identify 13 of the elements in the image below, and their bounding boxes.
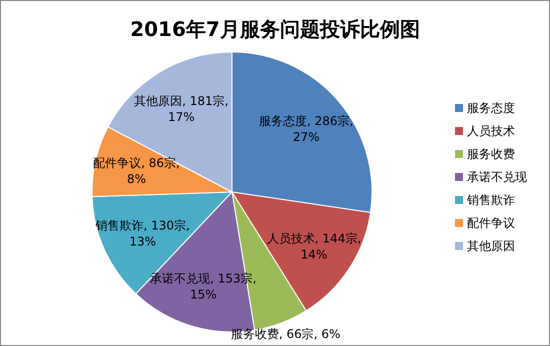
legend-label: 人员技术 [467,124,515,138]
data-label: 服务收费, 66宗, 6% [230,327,340,342]
legend-label: 配件争议 [467,216,515,230]
legend-label: 其他原因 [467,239,515,253]
data-label: 其他原因, 181宗, 17% [134,94,228,124]
legend-label: 服务态度 [467,101,515,115]
legend-label: 服务收费 [467,147,515,161]
legend-label: 销售欺诈 [466,193,515,207]
legend-label: 承诺不兑现 [467,170,527,184]
data-label: 人员技术, 144宗, 14% [266,232,362,262]
chart-title: 2016年7月服务问题投诉比例图 [130,17,420,41]
data-label: 承诺不兑现, 153宗, 15% [150,272,256,302]
data-label: 服务态度, 286宗, 27% [259,114,354,144]
